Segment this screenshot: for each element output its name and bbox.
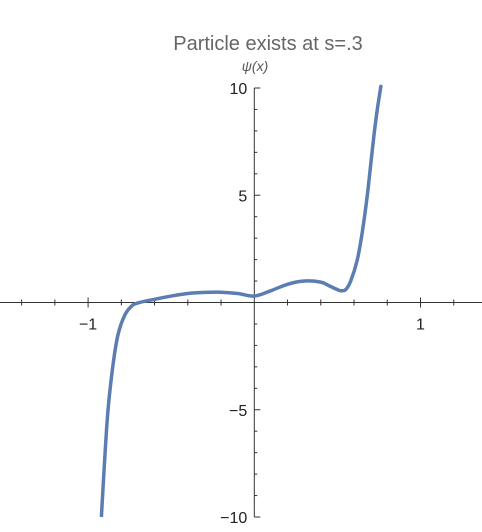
y-tick-label: −5 — [229, 403, 247, 420]
y-tick-label: 5 — [238, 188, 247, 205]
ticks — [21, 87, 455, 518]
chart-title: Particle exists at s=.3 — [173, 33, 363, 55]
axes — [0, 88, 482, 517]
series-line-0 — [99, 84, 383, 518]
y-axis-label: ψ(x) — [242, 58, 269, 74]
x-tick-label: 1 — [416, 317, 425, 334]
tick-labels: −1 1 −10 −5 5 10 — [79, 81, 425, 527]
series-group — [99, 84, 383, 518]
x-tick-label: −1 — [79, 317, 97, 334]
y-tick-label: −10 — [220, 510, 247, 527]
y-tick-label: 10 — [229, 81, 247, 98]
